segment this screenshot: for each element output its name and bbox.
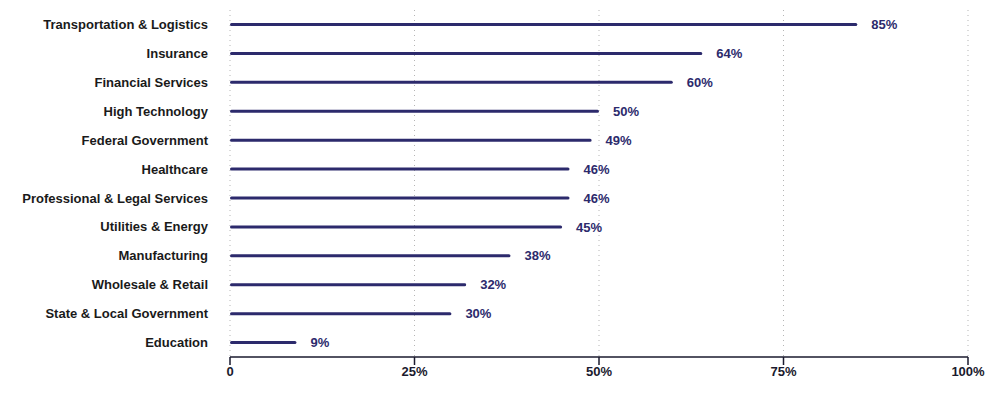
- svg-text:45%: 45%: [576, 220, 602, 235]
- svg-text:Financial Services: Financial Services: [95, 75, 208, 90]
- svg-text:32%: 32%: [480, 277, 506, 292]
- svg-text:0: 0: [226, 364, 233, 379]
- svg-text:50%: 50%: [586, 364, 612, 379]
- svg-text:60%: 60%: [687, 75, 713, 90]
- svg-text:64%: 64%: [716, 46, 742, 61]
- svg-text:Wholesale & Retail: Wholesale & Retail: [92, 277, 208, 292]
- svg-text:Insurance: Insurance: [147, 46, 208, 61]
- svg-text:Professional & Legal Services: Professional & Legal Services: [22, 191, 208, 206]
- svg-text:25%: 25%: [401, 364, 427, 379]
- svg-text:49%: 49%: [606, 133, 632, 148]
- svg-text:Healthcare: Healthcare: [142, 162, 208, 177]
- svg-text:46%: 46%: [583, 191, 609, 206]
- svg-text:Education: Education: [145, 335, 208, 350]
- svg-text:100%: 100%: [951, 364, 985, 379]
- svg-text:Federal Government: Federal Government: [82, 133, 209, 148]
- svg-text:Utilities & Energy: Utilities & Energy: [100, 219, 208, 234]
- svg-text:75%: 75%: [770, 364, 796, 379]
- svg-text:85%: 85%: [871, 17, 897, 32]
- svg-text:46%: 46%: [583, 162, 609, 177]
- svg-text:30%: 30%: [465, 306, 491, 321]
- svg-text:9%: 9%: [310, 335, 329, 350]
- svg-text:Manufacturing: Manufacturing: [118, 248, 208, 263]
- svg-text:Transportation & Logistics: Transportation & Logistics: [43, 17, 208, 32]
- svg-text:High Technology: High Technology: [104, 104, 209, 119]
- svg-text:38%: 38%: [524, 248, 550, 263]
- svg-text:50%: 50%: [613, 104, 639, 119]
- svg-text:State & Local Government: State & Local Government: [45, 306, 208, 321]
